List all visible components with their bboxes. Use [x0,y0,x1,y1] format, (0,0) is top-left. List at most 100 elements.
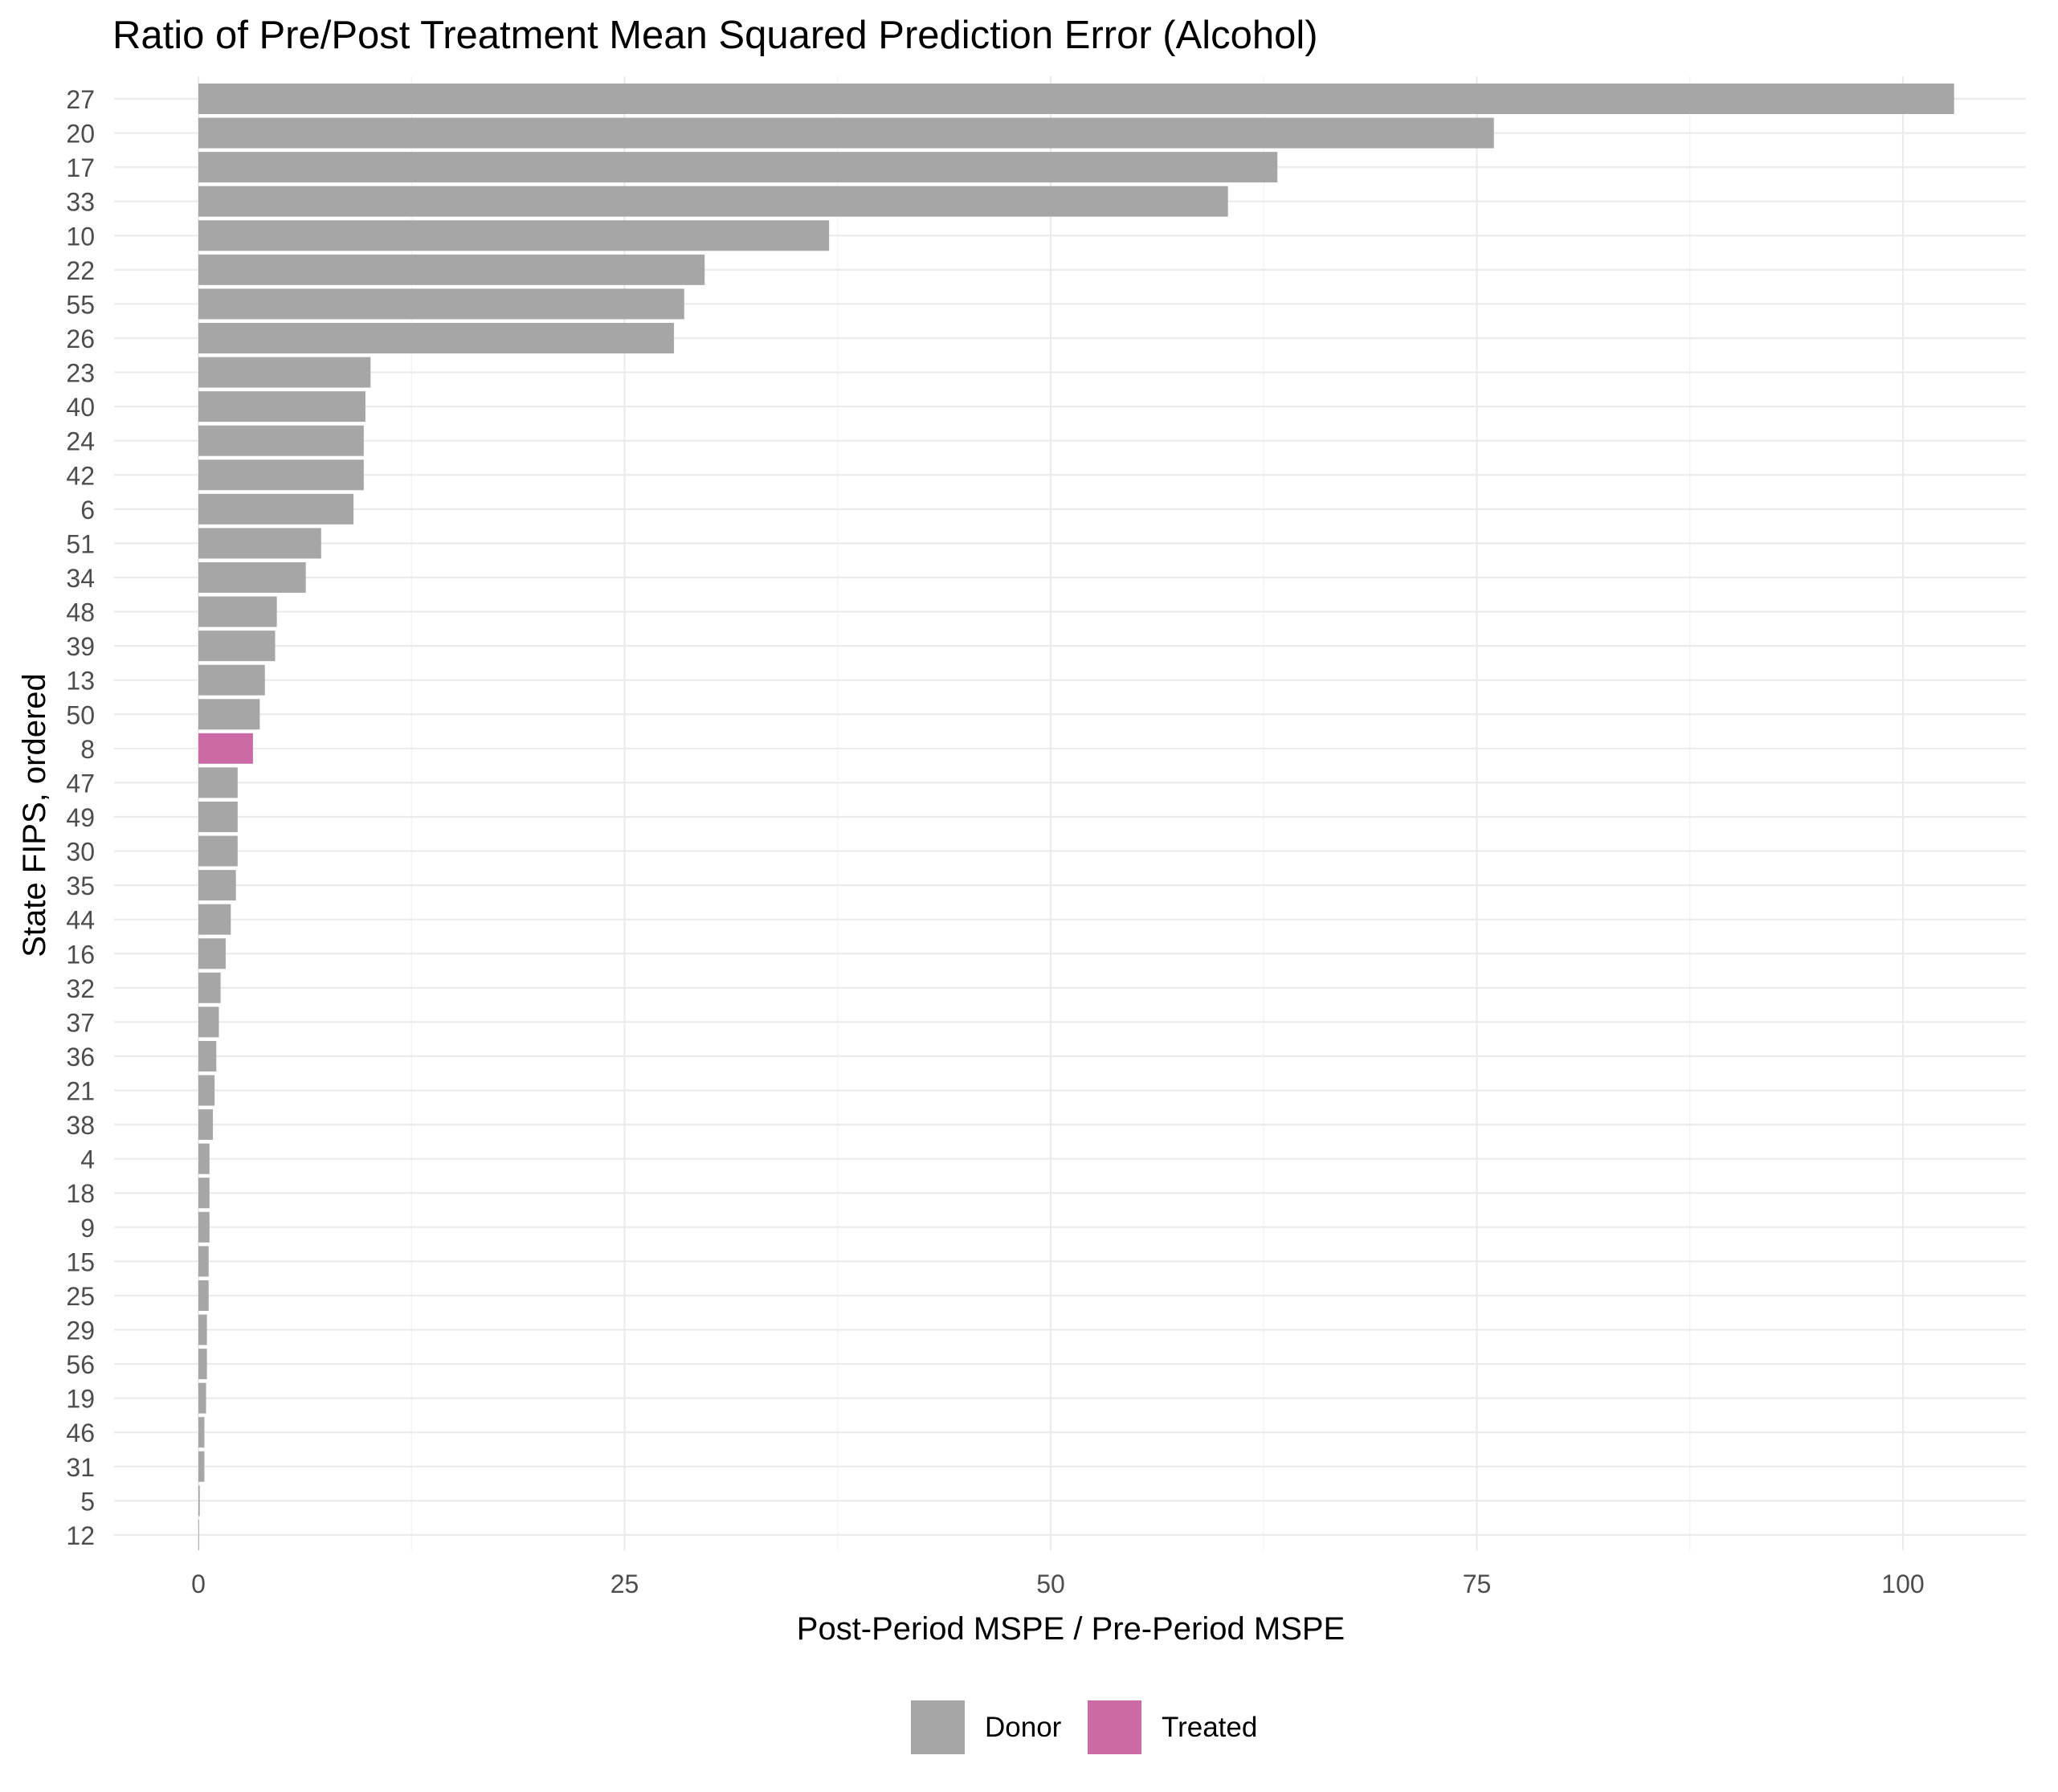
bar-state-39 [198,631,276,662]
y-tick-label: 40 [66,393,95,422]
y-axis-ticks: 27 20 17 33 10 22 55 26 23 40 24 42 6 51 34 48 39 13 50 8 47… [66,85,95,1550]
y-tick-label: 27 [66,85,95,114]
y-tick-label: 5 [80,1487,95,1516]
y-axis-title: State FIPS, ordered [17,673,52,957]
y-tick-label: 42 [66,461,95,490]
bar-state-19 [198,1382,206,1414]
y-tick-label: 4 [80,1145,95,1174]
y-tick-label: 34 [66,564,95,593]
legend-swatch-treated [1088,1700,1141,1754]
x-tick-label: 100 [1881,1570,1924,1598]
bar-state-6 [198,493,354,525]
y-tick-label: 35 [66,872,95,900]
y-tick-label: 50 [66,700,95,729]
x-axis-title: Post-Period MSPE / Pre-Period MSPE [797,1611,1345,1647]
y-tick-label: 32 [66,974,95,1003]
x-tick-label: 0 [191,1570,206,1598]
legend: Donor Treated [911,1700,1257,1754]
bar-state-8 [198,733,253,764]
bar-state-48 [198,596,277,627]
bar-state-55 [198,288,684,320]
bar-state-35 [198,870,236,901]
bar-state-4 [198,1143,210,1174]
bar-state-20 [198,117,1494,149]
y-tick-label: 46 [66,1418,95,1447]
y-tick-label: 29 [66,1316,95,1345]
bar-state-10 [198,220,830,251]
bar-state-36 [198,1040,217,1072]
y-tick-label: 8 [80,735,95,764]
y-tick-label: 16 [66,940,95,969]
bar-state-17 [198,152,1278,183]
y-tick-label: 10 [66,222,95,251]
legend-label-treated: Treated [1162,1712,1257,1743]
bar-state-15 [198,1246,209,1277]
y-tick-label: 25 [66,1282,95,1311]
y-tick-label: 49 [66,803,95,832]
y-tick-label: 17 [66,153,95,182]
chart-title: Ratio of Pre/Post Treatment Mean Squared… [112,14,1318,57]
legend-swatch-donor [911,1700,965,1754]
bar-state-29 [198,1314,207,1345]
y-tick-label: 15 [66,1247,95,1276]
legend-label-donor: Donor [985,1712,1062,1743]
bar-state-5 [198,1485,200,1516]
bar-state-47 [198,767,238,798]
y-tick-label: 30 [66,838,95,867]
y-tick-label: 19 [66,1385,95,1414]
x-tick-label: 50 [1036,1570,1065,1598]
x-axis-ticks: 0 25 50 75 100 [191,1570,1925,1598]
bar-state-33 [198,186,1228,217]
y-tick-label: 26 [66,325,95,353]
y-tick-label: 6 [80,496,95,525]
y-tick-label: 13 [66,667,95,696]
bar-state-16 [198,938,226,969]
y-tick-label: 55 [66,290,95,319]
bar-state-25 [198,1280,209,1311]
y-tick-label: 23 [66,359,95,388]
bar-state-32 [198,972,221,1003]
y-tick-label: 39 [66,632,95,661]
y-tick-label: 20 [66,120,95,149]
bar-state-40 [198,391,365,422]
y-tick-label: 37 [66,1008,95,1037]
bar-state-26 [198,322,675,353]
y-tick-label: 48 [66,598,95,627]
bar-state-31 [198,1451,205,1482]
y-tick-label: 47 [66,769,95,798]
bar-state-44 [198,904,231,935]
bar-state-23 [198,357,371,388]
y-tick-label: 12 [66,1521,95,1550]
bar-state-30 [198,835,238,867]
bar-state-12 [198,1519,199,1550]
y-tick-label: 33 [66,188,95,217]
bar-state-49 [198,801,238,832]
x-tick-label: 25 [610,1570,639,1598]
bar-state-37 [198,1006,219,1038]
y-tick-label: 9 [80,1214,95,1243]
bar-state-42 [198,459,364,491]
y-tick-label: 56 [66,1350,95,1379]
bar-state-21 [198,1075,215,1106]
bar-state-50 [198,699,260,730]
bars [198,84,1954,1550]
bar-state-46 [198,1417,205,1448]
y-tick-label: 36 [66,1043,95,1072]
y-tick-label: 38 [66,1111,95,1140]
bar-state-13 [198,664,265,696]
bar-state-34 [198,561,306,593]
y-tick-label: 24 [66,427,95,456]
x-tick-label: 75 [1463,1570,1492,1598]
bar-state-38 [198,1109,214,1141]
bar-state-51 [198,528,321,559]
bar-state-56 [198,1349,207,1380]
bar-state-27 [198,84,1954,114]
y-tick-label: 51 [66,529,95,558]
y-tick-label: 22 [66,256,95,285]
y-tick-label: 18 [66,1179,95,1208]
y-tick-label: 21 [66,1077,95,1106]
bar-state-24 [198,425,364,456]
y-tick-label: 31 [66,1453,95,1482]
bar-state-9 [198,1211,210,1243]
